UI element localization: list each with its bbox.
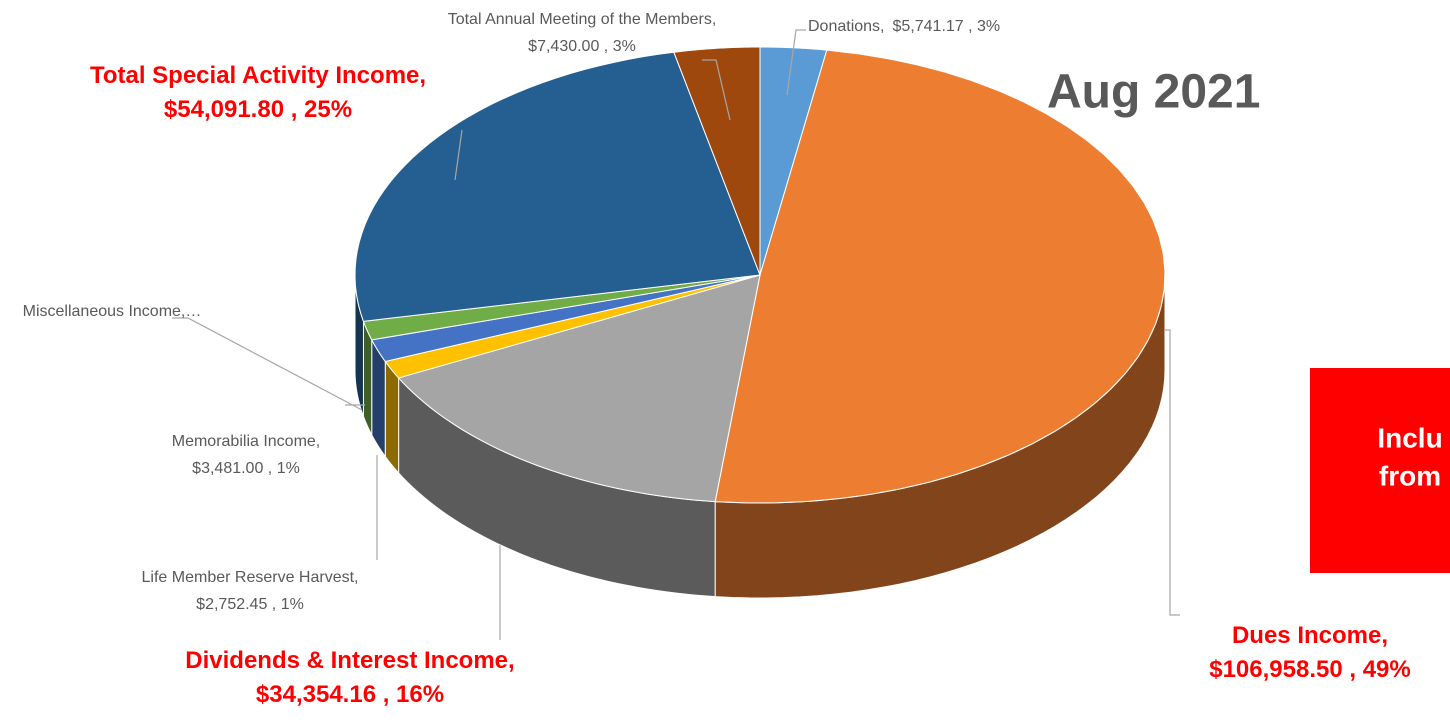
label-value: $54,091.80 , 25% (164, 96, 352, 123)
leader-line (702, 59, 731, 121)
data-label: Dues Income, $106,958.50 , 49% (1209, 622, 1411, 683)
pie (354, 46, 1166, 599)
data-label: Total Special Activity Income, $54,091.80… (90, 62, 426, 123)
data-label: Donations, $5,741.17 , 3% (808, 18, 1000, 35)
leader-lines (172, 29, 1180, 640)
label-name: Life Member Reserve Harvest, (142, 569, 359, 586)
data-label: Life Member Reserve Harvest, $2,752.45 , … (142, 569, 359, 613)
pie-slice (397, 274, 761, 503)
label-value: $7,430.00 , 3% (528, 38, 636, 55)
leader-line (1165, 329, 1180, 616)
chart-title: Aug 2021 (1047, 66, 1260, 119)
label-value: $2,752.45 , 1% (196, 596, 304, 613)
annotation: Inclu (1377, 422, 1442, 453)
leader-line (454, 129, 463, 181)
label-name: Miscellaneous Income,… (23, 303, 202, 320)
leader-line (172, 317, 363, 411)
data-label: Miscellaneous Income,… (23, 303, 202, 320)
label-value: $34,354.16 , 16% (256, 681, 444, 708)
pie-slice (362, 274, 761, 341)
pie-slice (354, 51, 761, 322)
pie-slice (384, 274, 761, 379)
label-name: Donations, (808, 18, 885, 35)
label-value: $106,958.50 , 49% (1209, 656, 1411, 683)
label-value: $5,741.17 , 3% (893, 18, 1001, 35)
label-name: Total Special Activity Income, (90, 62, 426, 89)
data-label: Total Annual Meeting of the Members, $7,4… (448, 11, 717, 55)
data-label: Memorabilia Income, $3,481.00 , 1% (172, 433, 321, 477)
label-name: Memorabilia Income, (172, 433, 321, 450)
annotation: from (1379, 460, 1441, 491)
data-label: Dividends & Interest Income, $34,354.16 ,… (185, 647, 514, 708)
leader-line (786, 29, 806, 96)
label-value: $3,481.00 , 1% (192, 460, 300, 477)
pie-slice (673, 46, 761, 276)
pie-slice-side (384, 359, 400, 475)
note-box (1310, 368, 1450, 573)
pie-slice (370, 274, 761, 363)
label-name: Dues Income, (1232, 622, 1388, 649)
pie-slice (714, 49, 1166, 504)
label-name: Dividends & Interest Income, (185, 647, 514, 674)
label-name: Total Annual Meeting of the Members, (448, 11, 717, 28)
